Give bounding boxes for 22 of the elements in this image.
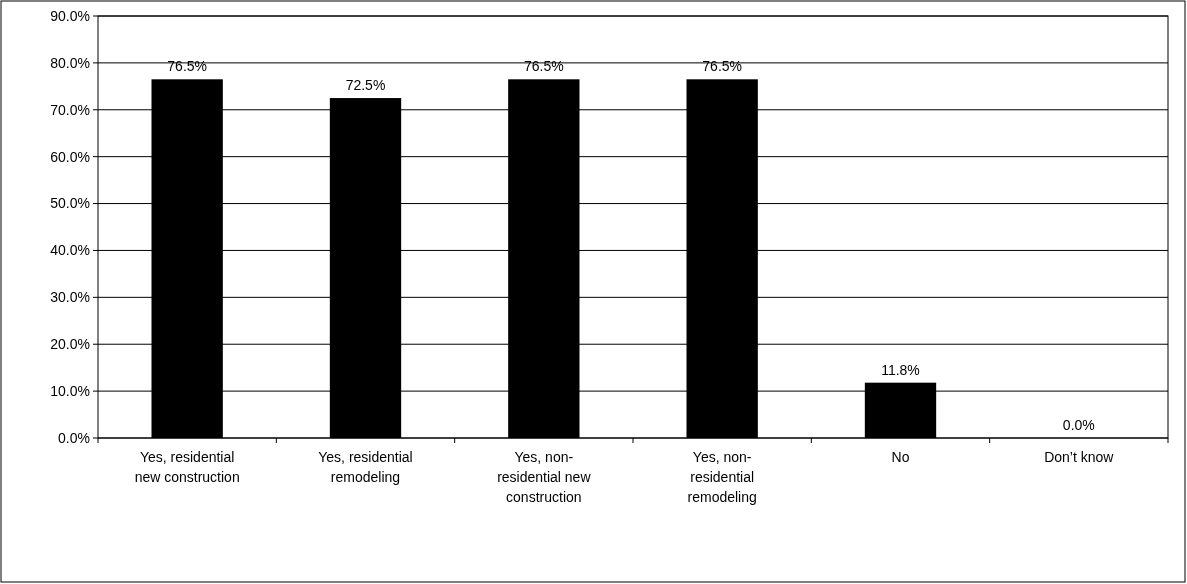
- x-tick-label: Yes, non-residential remodeling: [687, 449, 757, 505]
- x-tick-label: Yes, non-residential new construction: [497, 449, 592, 505]
- y-tick-label: 70.0%: [50, 101, 90, 118]
- y-tick-label: 30.0%: [50, 289, 90, 306]
- y-tick-label: 0.0%: [58, 429, 90, 446]
- data-label: 11.8%: [881, 361, 920, 378]
- data-label: 76.5%: [167, 58, 208, 75]
- y-tick-label: 60.0%: [50, 148, 90, 165]
- y-tick-label: 10.0%: [50, 383, 90, 400]
- data-label: 0.0%: [1062, 417, 1095, 433]
- y-tick-label: 20.0%: [50, 336, 90, 353]
- x-tick-label: Don’t know: [1044, 449, 1115, 465]
- data-label: 72.5%: [345, 77, 386, 94]
- y-tick-label: 40.0%: [50, 242, 90, 259]
- data-label: 76.5%: [523, 58, 564, 75]
- x-tick-label: Yes, residential new construction: [134, 449, 240, 485]
- data-label: 76.5%: [702, 58, 743, 75]
- x-tick-label: Yes, residential remodeling: [318, 449, 413, 485]
- x-tick-label: No: [891, 449, 910, 465]
- y-tick-label: 80.0%: [50, 54, 90, 71]
- y-tick-label: 50.0%: [50, 195, 90, 212]
- y-tick-label: 90.0%: [50, 7, 90, 24]
